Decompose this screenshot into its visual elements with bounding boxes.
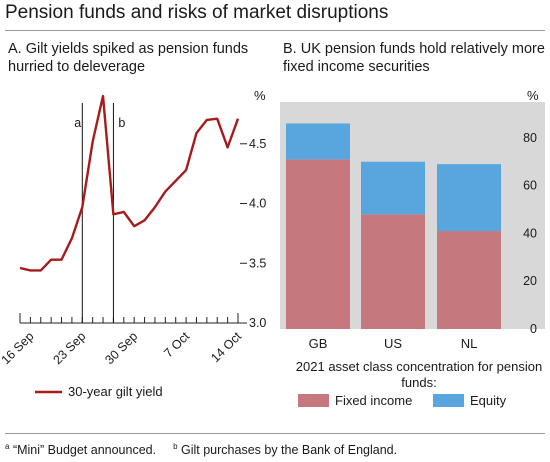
legend-swatch-fixed-income bbox=[298, 394, 329, 407]
x-tick-label-b: US bbox=[384, 336, 402, 351]
x-tick-label-b: NL bbox=[461, 336, 478, 351]
bar-gb-equity bbox=[286, 123, 350, 160]
legend-swatch-equity bbox=[433, 394, 464, 407]
x-tick-label-a: 30 Sep bbox=[102, 329, 140, 367]
legend-item-equity: Equity bbox=[433, 393, 506, 408]
y-tick-label-b: 60 bbox=[523, 179, 537, 193]
bar-nl-equity bbox=[437, 164, 501, 232]
bar-us-equity bbox=[361, 161, 425, 215]
y-tick-label-b: 0 bbox=[530, 322, 537, 336]
panel-b-unit: % bbox=[527, 88, 539, 103]
panel-a-title: A. Gilt yields spiked as pension funds h… bbox=[8, 41, 249, 75]
title-divider bbox=[5, 30, 545, 31]
annotation-label-b: b bbox=[118, 116, 125, 130]
page-title: Pension funds and risks of market disrup… bbox=[5, 2, 389, 23]
panel-a-unit: % bbox=[254, 88, 266, 103]
legend-b-title: 2021 asset class concentration for pensi… bbox=[295, 359, 543, 390]
footnotes: a “Mini” Budget announced. b Gilt purcha… bbox=[5, 442, 397, 457]
bar-nl-fixed-income bbox=[437, 231, 501, 329]
x-tick-label-a: 7 Oct bbox=[161, 329, 192, 360]
footnote-b-text: Gilt purchases by the Bank of England. bbox=[181, 443, 398, 457]
bar-us-fixed-income bbox=[361, 214, 425, 329]
footnote-a-marker: a bbox=[5, 442, 10, 451]
y-tick-label-b: 40 bbox=[523, 226, 537, 240]
y-tick-label-b: 80 bbox=[523, 131, 537, 145]
y-tick-label-a: 4.5 bbox=[249, 137, 266, 151]
footer-divider bbox=[5, 433, 545, 434]
annotation-label-a: a bbox=[74, 116, 81, 130]
x-tick-label-a: 23 Sep bbox=[50, 329, 88, 367]
x-tick-label-b: GB bbox=[309, 336, 328, 351]
legend-label-equity: Equity bbox=[470, 393, 507, 408]
footnote-a-text: “Mini” Budget announced. bbox=[12, 443, 157, 457]
x-tick-label-a: 14 Oct bbox=[208, 329, 244, 365]
legend-item-fixed-income: Fixed income bbox=[298, 393, 412, 408]
panel-b-title: B. UK pension funds hold relatively more… bbox=[283, 41, 545, 75]
legend-label-fixed-income: Fixed income bbox=[335, 393, 413, 408]
y-tick-label-a: 4.0 bbox=[249, 197, 266, 211]
y-tick-label-a: 3.5 bbox=[249, 256, 266, 270]
y-tick-label-a: 3.0 bbox=[249, 316, 266, 330]
legend-line-label: 30-year gilt yield bbox=[68, 384, 163, 399]
series-line-30-year-gilt-yield bbox=[19, 94, 240, 272]
footnote-b-marker: b bbox=[173, 442, 178, 451]
x-tick-label-a: 16 Sep bbox=[0, 329, 37, 367]
bar-gb-fixed-income bbox=[286, 159, 350, 329]
y-tick-label-b: 20 bbox=[523, 274, 537, 288]
